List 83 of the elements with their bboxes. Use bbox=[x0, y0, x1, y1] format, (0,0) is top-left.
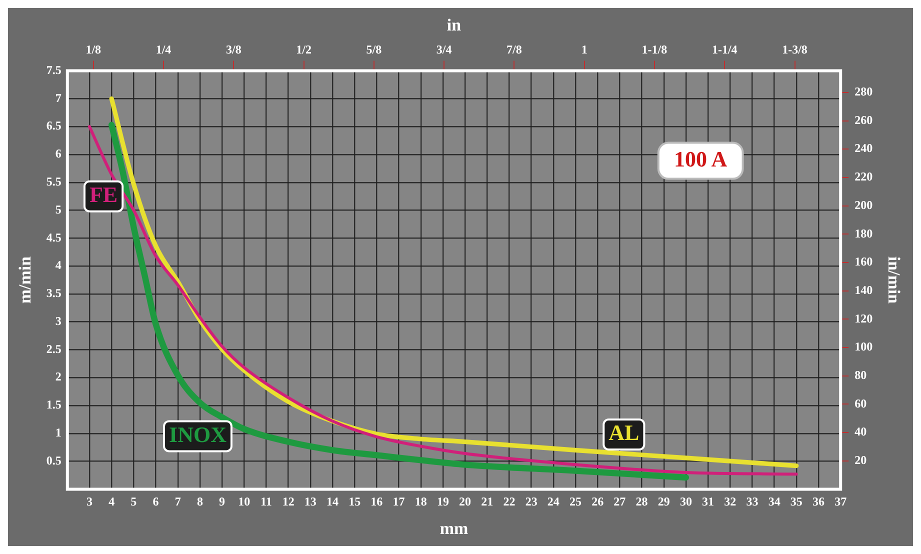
y2-axis-title: in/min bbox=[884, 256, 904, 304]
x-tick-label: 25 bbox=[570, 494, 582, 508]
y-tick-label: 2.5 bbox=[46, 342, 62, 356]
x-tick-label: 7 bbox=[174, 494, 181, 508]
x2-tick-label: 1/4 bbox=[156, 42, 172, 57]
x-tick-label: 10 bbox=[238, 494, 250, 508]
x-tick-label: 4 bbox=[108, 494, 115, 508]
x-tick-label: 6 bbox=[152, 494, 159, 508]
y2-tick-label: 40 bbox=[854, 424, 867, 439]
x-tick-label: 22 bbox=[503, 494, 516, 508]
y2-tick-label: 140 bbox=[854, 282, 873, 297]
x-tick-label: 3 bbox=[86, 494, 92, 508]
x-tick-label: 32 bbox=[724, 494, 736, 508]
y-tick-label: 5 bbox=[55, 202, 62, 216]
y-tick-label: 1 bbox=[55, 426, 62, 440]
x-axis-title: mm bbox=[440, 519, 468, 538]
y2-tick-label: 100 bbox=[854, 340, 873, 354]
y-tick-label: 0.5 bbox=[46, 453, 62, 468]
y2-tick-label: 180 bbox=[854, 226, 873, 240]
x-tick-label: 17 bbox=[392, 494, 405, 508]
x-tick-label: 36 bbox=[812, 494, 825, 508]
series-label: INOX bbox=[169, 422, 227, 447]
x-tick-label: 30 bbox=[680, 494, 692, 508]
x-tick-label: 14 bbox=[326, 494, 338, 508]
x-tick-label: 24 bbox=[547, 494, 560, 508]
x-tick-label: 15 bbox=[348, 494, 361, 508]
x-tick-label: 31 bbox=[702, 494, 714, 508]
x2-tick-label: 1-1/8 bbox=[642, 42, 668, 57]
x-tick-label: 26 bbox=[592, 494, 604, 508]
y2-tick-label: 120 bbox=[854, 311, 873, 326]
y-tick-label: 7 bbox=[55, 90, 62, 105]
y2-tick-label: 200 bbox=[854, 198, 873, 212]
y-tick-label: 5.5 bbox=[46, 174, 62, 188]
x-tick-label: 12 bbox=[282, 494, 294, 508]
y-tick-label: 4.5 bbox=[46, 230, 62, 244]
x2-tick-label: 3/8 bbox=[226, 42, 242, 57]
x-tick-label: 33 bbox=[746, 494, 758, 508]
y2-tick-label: 80 bbox=[854, 368, 867, 382]
x-tick-label: 8 bbox=[196, 494, 203, 508]
y-tick-label: 3.5 bbox=[46, 286, 62, 300]
x2-tick-label: 7/8 bbox=[506, 42, 522, 57]
x-tick-label: 27 bbox=[614, 494, 626, 508]
y2-tick-label: 280 bbox=[854, 84, 873, 99]
x2-tick-label: 1 bbox=[581, 42, 588, 57]
x-tick-label: 13 bbox=[304, 494, 316, 508]
x-tick-label: 5 bbox=[130, 494, 137, 508]
y-tick-label: 2 bbox=[55, 370, 62, 384]
x-tick-label: 16 bbox=[370, 494, 383, 508]
x2-tick-label: 1-1/4 bbox=[712, 42, 738, 57]
x2-tick-label: 1/2 bbox=[296, 42, 312, 57]
x2-tick-label: 5/8 bbox=[366, 42, 382, 57]
x-tick-label: 35 bbox=[790, 494, 802, 508]
x-tick-label: 37 bbox=[834, 494, 847, 508]
y2-tick-label: 260 bbox=[854, 112, 873, 127]
x2-tick-label: 3/4 bbox=[436, 42, 452, 57]
x2-tick-label: 1/8 bbox=[86, 42, 102, 57]
x-tick-label: 11 bbox=[260, 494, 272, 508]
series-label: FE bbox=[89, 182, 118, 208]
x-tick-label: 28 bbox=[636, 494, 648, 508]
y-tick-label: 3 bbox=[55, 314, 62, 328]
x-tick-label: 19 bbox=[436, 494, 449, 508]
y-tick-label: 1.5 bbox=[46, 398, 62, 412]
y2-tick-label: 240 bbox=[854, 141, 873, 156]
x-tick-label: 9 bbox=[219, 494, 226, 508]
y2-tick-label: 60 bbox=[854, 396, 867, 410]
y2-tick-label: 20 bbox=[854, 452, 867, 467]
annotation: 100 A bbox=[674, 146, 728, 172]
y-axis-title: m/min bbox=[16, 256, 35, 304]
x2-axis-title: in bbox=[446, 16, 462, 35]
y2-tick-label: 220 bbox=[854, 170, 873, 184]
y-tick-label: 4 bbox=[55, 258, 62, 272]
series-label: AL bbox=[608, 420, 640, 446]
x-tick-label: 23 bbox=[525, 494, 538, 508]
x-tick-label: 34 bbox=[768, 494, 780, 508]
x-tick-label: 29 bbox=[658, 494, 670, 508]
y-tick-label: 6.5 bbox=[46, 118, 62, 133]
x-tick-label: 20 bbox=[459, 494, 472, 508]
x-tick-label: 21 bbox=[481, 494, 494, 508]
x-tick-label: 18 bbox=[414, 494, 427, 508]
y2-tick-label: 160 bbox=[854, 254, 873, 269]
x2-tick-label: 1-3/8 bbox=[782, 42, 808, 57]
y-tick-label: 6 bbox=[55, 146, 62, 161]
y-tick-label: 7.5 bbox=[46, 62, 62, 77]
